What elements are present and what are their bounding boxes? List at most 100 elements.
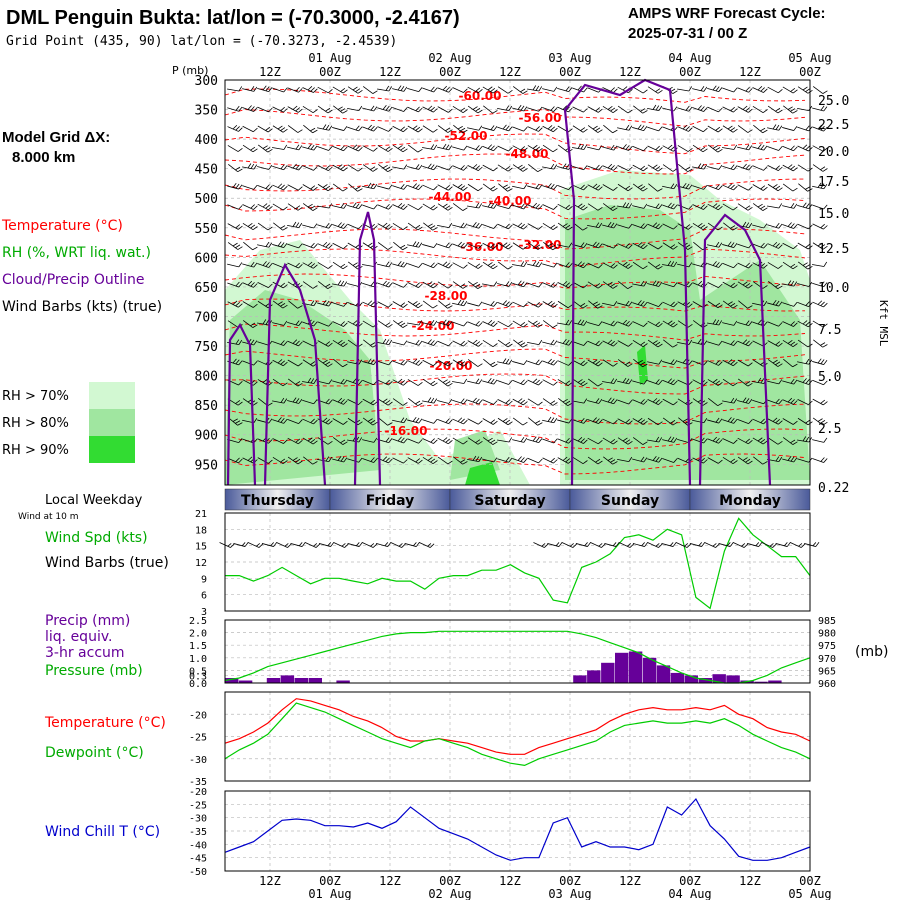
upper-wind-barb (557, 300, 573, 309)
barb-stroke (737, 163, 753, 171)
barb-stroke (392, 359, 408, 366)
barb-stroke (527, 144, 543, 152)
barb-stroke (303, 456, 318, 465)
upper-wind-barb (602, 281, 618, 289)
barb-stroke (812, 182, 828, 190)
rh-shading (225, 290, 380, 485)
barb-stroke (767, 241, 783, 249)
barb-stroke (782, 418, 798, 425)
barb-stroke (452, 398, 468, 405)
barb-stroke (467, 125, 483, 131)
surface-wind-barb (362, 542, 378, 548)
upper-wind-barb (422, 320, 438, 326)
barb-stroke (362, 145, 378, 152)
upper-wind-barb (662, 417, 678, 426)
barb-stroke (227, 242, 243, 250)
temperature-contour-label: -40.00 (489, 194, 532, 208)
barb-stroke (707, 241, 723, 248)
upper-wind-barb (662, 436, 678, 443)
barb-stroke (587, 203, 603, 211)
upper-wind-barb (662, 458, 678, 463)
upper-wind-barb (272, 183, 288, 191)
panel-right-tick-label: 985 (818, 616, 836, 627)
barb-stroke (227, 145, 243, 152)
barb-stroke (467, 145, 483, 151)
upper-wind-barb (603, 124, 618, 134)
barb-stroke (617, 319, 633, 327)
upper-wind-barb (303, 124, 318, 134)
upper-wind-barb (497, 124, 513, 132)
upper-wind-barb (437, 242, 453, 249)
upper-wind-barb (482, 437, 498, 445)
upper-wind-barb (362, 457, 378, 463)
upper-wind-barb (512, 261, 528, 267)
upper-wind-barb (767, 183, 783, 192)
upper-wind-barb (813, 339, 828, 348)
panel-right-tick-label: 960 (818, 679, 836, 690)
barb-stroke (542, 106, 558, 112)
barb-stroke (587, 398, 603, 404)
upper-wind-barb (692, 163, 708, 170)
barb-stroke (767, 165, 783, 171)
barb-stroke (452, 262, 468, 269)
upper-wind-barb (722, 106, 738, 113)
barb-stroke (302, 319, 318, 327)
barb-stroke (332, 321, 348, 327)
barb-stroke (437, 125, 453, 133)
barb-stroke (273, 222, 288, 231)
upper-wind-barb (243, 241, 258, 251)
barb-stroke (767, 262, 783, 269)
upper-wind-barb (272, 125, 288, 133)
upper-wind-barb (452, 222, 468, 229)
barb-stroke (317, 222, 333, 229)
barb-stroke (662, 417, 678, 426)
barb-stroke (497, 145, 513, 152)
upper-wind-barb (662, 183, 678, 190)
barb-stroke (527, 378, 543, 386)
upper-wind-barb (272, 164, 288, 171)
upper-wind-barb (242, 184, 258, 190)
barb-stroke (378, 417, 393, 426)
upper-wind-barb (632, 86, 648, 94)
pressure-tick-label: 650 (195, 281, 218, 296)
barb-stroke (617, 105, 633, 114)
barb-stroke (242, 280, 258, 288)
upper-wind-barb (707, 203, 723, 211)
upper-wind-barb (707, 106, 723, 113)
barb-stroke (407, 144, 423, 153)
upper-wind-barb (377, 360, 393, 366)
precip-bar (656, 665, 671, 683)
upper-wind-barb (737, 163, 753, 171)
upper-wind-barb (752, 105, 768, 114)
upper-wind-barb (317, 340, 333, 347)
pressure-tick-label: 900 (195, 429, 218, 444)
barb-stroke (782, 222, 798, 229)
barb-stroke (272, 438, 288, 444)
rh-legend: RH > 70%RH > 80%RH > 90% (2, 382, 135, 463)
barb-stroke (377, 456, 393, 464)
upper-wind-barb (647, 417, 663, 426)
pressure-tick-label: 700 (195, 310, 218, 325)
barb-stroke (242, 86, 258, 92)
upper-wind-barb (467, 418, 483, 425)
barb-stroke (497, 164, 513, 172)
upper-wind-barb (467, 339, 483, 347)
barb-stroke (662, 398, 678, 406)
barb-stroke (768, 280, 783, 290)
upper-wind-barb (617, 261, 633, 269)
upper-wind-barb (242, 280, 258, 288)
barb-stroke (602, 339, 618, 347)
upper-wind-barb (407, 263, 423, 268)
upper-wind-barb (498, 183, 513, 192)
upper-wind-barb (767, 203, 783, 209)
isotherm-line (224, 298, 806, 312)
barb-stroke (767, 379, 783, 385)
barb-stroke (452, 321, 468, 327)
barb-stroke (647, 417, 663, 426)
weekday-label: Friday (366, 493, 415, 509)
upper-wind-barb (437, 143, 453, 151)
upper-wind-barb (587, 183, 603, 191)
upper-wind-barb (602, 203, 618, 211)
barb-stroke (347, 542, 363, 547)
surface-wind-barb (276, 542, 292, 548)
